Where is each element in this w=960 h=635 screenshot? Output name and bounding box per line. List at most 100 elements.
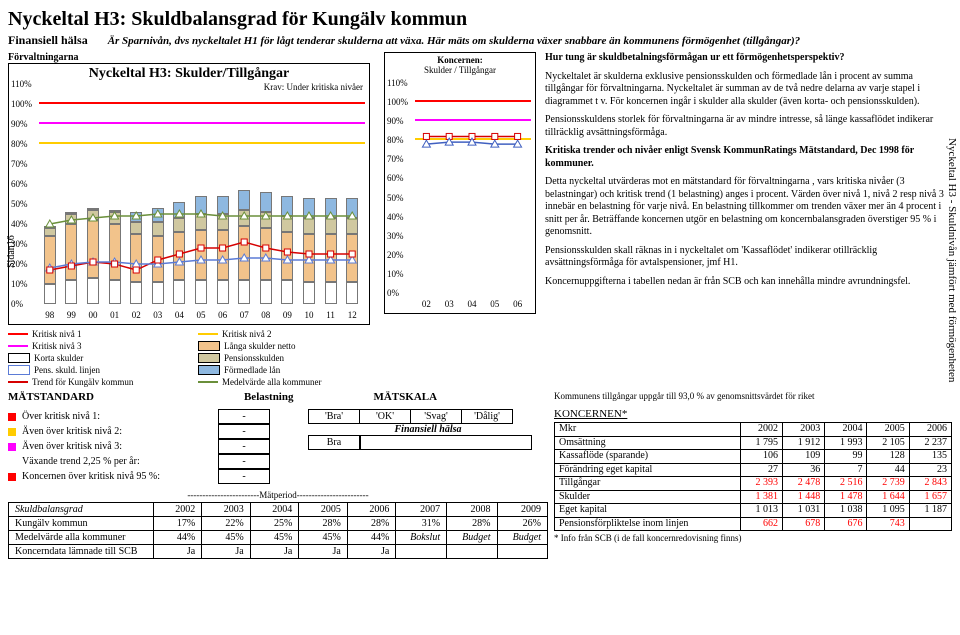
chart1-bar bbox=[346, 198, 358, 304]
matstd-row: Över kritisk nivå 1:- bbox=[8, 409, 308, 424]
matskala-cell: 'OK' bbox=[360, 409, 411, 424]
matskala-cell: 'Svag' bbox=[411, 409, 462, 424]
chart1-xlabel: 06 bbox=[218, 310, 227, 320]
table-row: Förändring eget kapital273674423 bbox=[555, 463, 952, 477]
text-p4: Pensionsskulden skall räknas in i nyckel… bbox=[545, 245, 952, 270]
chart1-xlabel: 05 bbox=[197, 310, 206, 320]
chart1-bar bbox=[281, 196, 293, 304]
page-title: Nyckeltal H3: Skuldbalansgrad för Kungäl… bbox=[8, 8, 952, 31]
chart1-xlabel: 12 bbox=[348, 310, 357, 320]
legend-item: Trend för Kungälv kommun bbox=[8, 377, 188, 387]
chart1-kritline bbox=[39, 122, 365, 124]
matstd-matskala: MÄTSKALA bbox=[373, 391, 437, 403]
koncern-table: Mkr20022003200420052006Omsättning1 7951 … bbox=[554, 422, 952, 531]
legend: Kritisk nivå 1 Kritisk nivå 2 Kritisk nivå… bbox=[8, 329, 378, 387]
chart1-xlabel: 03 bbox=[153, 310, 162, 320]
legend-item: Korta skulder bbox=[8, 353, 188, 363]
table-row: Koncerndata lämnade till SCBJaJaJaJaJa bbox=[9, 545, 548, 559]
chart1-title: Nyckeltal H3: Skulder/Tillgångar bbox=[9, 66, 369, 82]
subhead-left: Finansiell hälsa bbox=[8, 33, 88, 48]
chart1-xlabel: 98 bbox=[45, 310, 54, 320]
legend-item: Kritisk nivå 2 bbox=[198, 329, 378, 339]
table-row: Medelvärde alla kommuner44%45%45%45%44%B… bbox=[9, 531, 548, 545]
text-p1: Nyckeltalet är skulderna exklusive pensi… bbox=[545, 71, 952, 109]
koncern-foot: * Info från SCB (i de fall koncernredovi… bbox=[554, 533, 952, 544]
chart1-xlabel: 02 bbox=[132, 310, 141, 320]
chart1-xlabel: 09 bbox=[283, 310, 292, 320]
chart1-xlabel: 10 bbox=[305, 310, 314, 320]
chart1-bar bbox=[173, 202, 185, 304]
chart1-bar bbox=[65, 212, 77, 304]
matskala-cell: 'Dålig' bbox=[462, 409, 513, 424]
legend-item: Långa skulder netto bbox=[198, 341, 378, 351]
chart1-ytick: 90% bbox=[11, 119, 28, 129]
chart1-bar bbox=[195, 196, 207, 304]
chart1-small-title: Förvaltningarna bbox=[8, 52, 378, 63]
chart1-bar bbox=[44, 226, 56, 304]
chart1-ytick: 100% bbox=[11, 99, 32, 109]
matstd-row: Även över kritisk nivå 3:- bbox=[8, 439, 308, 454]
chart1-ytick: 0% bbox=[11, 299, 23, 309]
chart1-bar bbox=[260, 192, 272, 304]
chart1-ytick: 80% bbox=[11, 139, 28, 149]
matskala-cell: 'Bra' bbox=[308, 409, 360, 424]
text-p6: Kommunens tillgångar uppgår till 93,0 % … bbox=[554, 391, 952, 402]
chart1-ytick: 30% bbox=[11, 239, 28, 249]
chart1-ytick: 60% bbox=[11, 179, 28, 189]
matstandard-body: 'Bra''OK''Svag''Dålig'Finansiell hälsaBr… bbox=[8, 409, 548, 484]
chart1-xlabel: 04 bbox=[175, 310, 184, 320]
text-p2: Pensionsskuldens storlek för förvaltning… bbox=[545, 114, 952, 139]
table-row: Kungälv kommun17%22%25%28%28%31%28%26% bbox=[9, 517, 548, 531]
chart1-bar bbox=[109, 210, 121, 304]
chart1-ytick: 40% bbox=[11, 219, 28, 229]
matstd-heading: MÄTSTANDARD bbox=[8, 391, 94, 403]
chart1-xlabel: 99 bbox=[67, 310, 76, 320]
text-p3: Detta nyckeltal utvärderas mot en mätsta… bbox=[545, 176, 952, 239]
matstd-row: Växande trend 2,25 % per år:- bbox=[8, 454, 548, 469]
chart1-bar bbox=[87, 208, 99, 304]
legend-item: Förmedlade lån bbox=[198, 365, 378, 375]
chart2: Koncernen:Skulder / Tillgångar0%10%20%30… bbox=[384, 52, 536, 314]
subhead-right: Är Sparnivån, dvs nyckeltalet H1 för låg… bbox=[108, 35, 800, 47]
chart1-xlabel: 08 bbox=[261, 310, 270, 320]
chart1-xlabel: 11 bbox=[326, 310, 335, 320]
chart1-xlabel: 07 bbox=[240, 310, 249, 320]
chart1-bar bbox=[217, 196, 229, 304]
chart1-kritline bbox=[39, 102, 365, 104]
legend-item: Kritisk nivå 1 bbox=[8, 329, 188, 339]
chart1-ytick: 50% bbox=[11, 199, 28, 209]
chart1-ytick: 10% bbox=[11, 279, 28, 289]
chart1-xlabel: 01 bbox=[110, 310, 119, 320]
legend-item: Kritisk nivå 3 bbox=[8, 341, 188, 351]
table-row: Omsättning1 7951 9121 9932 1052 237 bbox=[555, 436, 952, 450]
legend-item: Medelvärde alla kommuner bbox=[198, 377, 378, 387]
text-q1: Hur tung är skuldbetalningsförmågan ur e… bbox=[545, 52, 844, 63]
matperiod-table: Skuldbalansgrad2002200320042005200620072… bbox=[8, 502, 548, 559]
chart1-ytick: 110% bbox=[11, 79, 32, 89]
matstd-belastning: Belastning bbox=[244, 391, 294, 403]
legend-item: Pensionsskulden bbox=[198, 353, 378, 363]
matstd-row: Koncernen över kritisk nivå 95 %:- bbox=[8, 469, 548, 484]
chart1-ytick: 70% bbox=[11, 159, 28, 169]
koncern-title: KONCERNEN* bbox=[554, 408, 952, 422]
chart1-bar bbox=[152, 208, 164, 304]
table-row: Eget kapital1 0131 0311 0381 0951 187 bbox=[555, 504, 952, 518]
chart1-bar bbox=[238, 190, 250, 304]
chart1-ytick: 20% bbox=[11, 259, 28, 269]
matperiod-sep: ------------------------Mätperiod-------… bbox=[8, 490, 548, 500]
matskala-bra: Bra bbox=[308, 435, 360, 450]
chart1-bar bbox=[325, 198, 337, 304]
text-p5: Koncernuppgifterna i tabellen nedan är f… bbox=[545, 276, 952, 289]
chart1-bar bbox=[130, 212, 142, 304]
table-row: Skulder1 3811 4481 4781 6441 657 bbox=[555, 490, 952, 504]
chart1-xlabel: 00 bbox=[89, 310, 98, 320]
chart1: Nyckeltal H3: Skulder/TillgångarKrav: Un… bbox=[8, 63, 370, 325]
table-row: Kassaflöde (sparande)10610999128135 bbox=[555, 450, 952, 464]
chart1-kritline bbox=[39, 142, 365, 144]
table-row: Pensionsförpliktelse inom linjen66267867… bbox=[555, 517, 952, 531]
matstd-row: Även över kritisk nivå 2:- bbox=[8, 424, 308, 439]
chart1-bar bbox=[303, 198, 315, 304]
legend-item: Pens. skuld. linjen bbox=[8, 365, 188, 375]
chart1-krav: Krav: Under kritiska nivåer bbox=[264, 82, 363, 92]
text-h2: Kritiska trender och nivåer enligt Svens… bbox=[545, 145, 914, 169]
